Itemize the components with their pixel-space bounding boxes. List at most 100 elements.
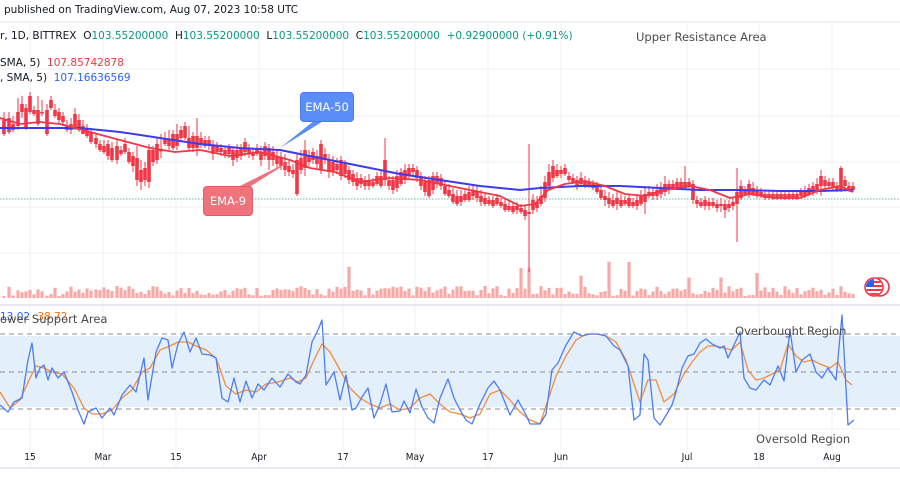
upper-resistance-label: Upper Resistance Area: [636, 30, 767, 44]
volume-bar: [32, 294, 36, 298]
volume-bar: [539, 286, 543, 298]
candle-body: [743, 190, 747, 194]
candle-body: [251, 152, 255, 156]
volume-bar: [291, 291, 295, 298]
volume-bar: [611, 295, 615, 298]
volume-bar: [351, 290, 355, 298]
candle-body: [607, 198, 611, 204]
volume-bar: [535, 293, 539, 298]
volume-bar: [255, 287, 259, 298]
ema50-legend[interactable]: , SMA, 5) 107.16636569: [0, 72, 131, 84]
volume-bar: [603, 291, 607, 298]
volume-bar: [327, 288, 331, 298]
time-axis-label: 18: [753, 452, 765, 463]
volume-bar: [94, 289, 98, 298]
volume-bar: [571, 293, 575, 298]
volume-bar: [555, 287, 559, 298]
volume-bar: [819, 289, 823, 298]
candle-body: [57, 112, 61, 120]
volume-bar: [151, 286, 155, 298]
volume-bar: [275, 288, 279, 298]
volume-bar: [143, 293, 147, 298]
candle-body: [127, 152, 131, 162]
volume-bar: [679, 290, 683, 298]
volume-bar: [459, 286, 463, 298]
candle-body: [787, 194, 791, 198]
time-axis-label: Mar: [94, 452, 112, 463]
volume-bar: [799, 294, 803, 298]
candle-body: [619, 200, 623, 206]
volume-bar: [40, 291, 44, 298]
us-flag-events-icon[interactable]: [863, 277, 891, 297]
candle-body: [823, 180, 827, 186]
volume-bar: [659, 291, 663, 298]
volume-bar: [731, 291, 735, 298]
candle-body: [499, 202, 503, 206]
volume-bar: [57, 295, 61, 298]
volume-bar: [61, 294, 65, 298]
candle-body: [335, 164, 339, 170]
candle-body: [327, 160, 331, 172]
candle-body: [451, 194, 455, 202]
volume-bar: [471, 290, 475, 298]
volume-bar: [451, 289, 455, 298]
candle-body: [259, 152, 263, 160]
volume-bar: [823, 294, 827, 298]
volume-bar: [751, 295, 755, 298]
volume-bar: [447, 293, 451, 298]
candle-body: [623, 200, 627, 204]
candle-body: [843, 180, 847, 186]
candle-body: [847, 186, 851, 190]
candle-body: [779, 194, 783, 198]
candle-body: [479, 196, 483, 202]
volume-bar: [335, 286, 339, 298]
published-caption: published on TradingView.com, Aug 07, 20…: [4, 4, 299, 16]
volume-bar: [69, 286, 73, 298]
volume-bar: [763, 287, 767, 298]
candle-body: [551, 166, 555, 178]
time-axis-label: Aug: [823, 452, 841, 463]
candle-body: [387, 180, 391, 186]
volume-bar: [403, 290, 407, 298]
volume-bar: [619, 288, 623, 298]
candle-body: [839, 168, 843, 190]
candle-body: [263, 146, 267, 156]
candle-body: [759, 192, 763, 196]
ema9-legend[interactable]: SMA, 5) 107.85742878: [0, 57, 124, 69]
candle-body: [555, 170, 559, 176]
volume-bar: [7, 286, 11, 298]
stoch-k-line: [0, 314, 855, 426]
candle-body: [36, 110, 40, 124]
ohlc-legend: r, 1D, BITTREX O103.55200000 H103.552000…: [0, 30, 573, 42]
candle-body: [603, 196, 607, 200]
candle-body: [199, 138, 203, 144]
candle-body: [775, 194, 779, 198]
volume-bar: [115, 286, 119, 298]
candle-body: [147, 150, 151, 182]
volume-bar: [227, 294, 231, 298]
candle-body: [427, 180, 431, 196]
ema50-legend-label: , SMA, 5): [0, 72, 48, 84]
volume-bar: [24, 291, 28, 298]
candle-body: [795, 194, 799, 198]
volume-bar: [167, 291, 171, 298]
volume-bar: [375, 290, 379, 298]
candle-body: [707, 202, 711, 206]
ema9-legend-label: SMA, 5): [0, 57, 41, 69]
candle-body: [791, 194, 795, 198]
volume-bar: [579, 275, 583, 298]
candle-body: [119, 150, 123, 154]
volume-bar: [615, 295, 619, 298]
candle-body: [527, 212, 531, 214]
volume-bar: [703, 290, 707, 298]
candle-body: [615, 198, 619, 204]
volume-bar: [85, 288, 89, 298]
volume-bar: [767, 292, 771, 298]
volume-bar: [355, 289, 359, 298]
candle-body: [275, 156, 279, 164]
candle-body: [331, 162, 335, 172]
volume-bar: [399, 286, 403, 298]
high-value: 103.55200000: [182, 30, 260, 42]
